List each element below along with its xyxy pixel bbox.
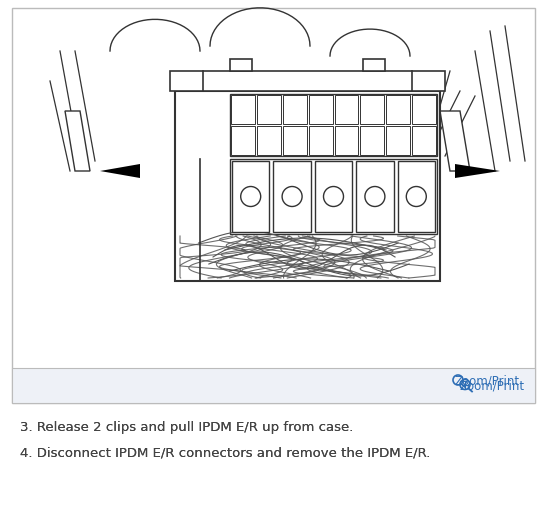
Polygon shape: [65, 111, 90, 171]
Bar: [360, 126, 384, 155]
Text: 3. Release 2 clips and pull IPDM E/R up from case.: 3. Release 2 clips and pull IPDM E/R up …: [20, 421, 353, 434]
Circle shape: [241, 187, 261, 206]
Circle shape: [282, 187, 302, 206]
Bar: [170, 71, 445, 91]
Bar: [231, 95, 255, 124]
Bar: [412, 95, 436, 124]
Bar: [412, 126, 436, 155]
Bar: [257, 126, 281, 155]
Text: Zoom/Print: Zoom/Print: [455, 375, 520, 387]
Bar: [257, 95, 281, 124]
Bar: [230, 59, 252, 71]
Bar: [386, 95, 410, 124]
Bar: [231, 126, 255, 155]
Text: Zoom/Print: Zoom/Print: [460, 379, 525, 392]
Text: 3. Release 2 clips and pull IPDM E/R up from case.: 3. Release 2 clips and pull IPDM E/R up …: [20, 421, 353, 434]
Bar: [12, 368, 535, 403]
Bar: [335, 95, 358, 124]
Bar: [356, 161, 394, 232]
Bar: [363, 59, 385, 71]
Bar: [309, 126, 333, 155]
Bar: [274, 161, 311, 232]
Polygon shape: [440, 111, 470, 171]
Polygon shape: [455, 164, 500, 178]
Bar: [360, 95, 384, 124]
Bar: [283, 95, 307, 124]
Circle shape: [406, 187, 426, 206]
Text: 4. Disconnect IPDM E/R connectors and remove the IPDM E/R.: 4. Disconnect IPDM E/R connectors and re…: [20, 446, 430, 459]
Bar: [398, 161, 435, 232]
Bar: [230, 94, 437, 156]
Bar: [230, 159, 437, 234]
Bar: [335, 126, 358, 155]
Bar: [315, 161, 352, 232]
Circle shape: [323, 187, 344, 206]
Circle shape: [365, 187, 385, 206]
Bar: [232, 161, 270, 232]
Bar: [386, 126, 410, 155]
Bar: [12, 8, 535, 403]
Bar: [175, 91, 440, 281]
Bar: [283, 126, 307, 155]
Bar: [309, 95, 333, 124]
Polygon shape: [100, 164, 140, 178]
Text: 4. Disconnect IPDM E/R connectors and remove the IPDM E/R.: 4. Disconnect IPDM E/R connectors and re…: [20, 446, 430, 459]
